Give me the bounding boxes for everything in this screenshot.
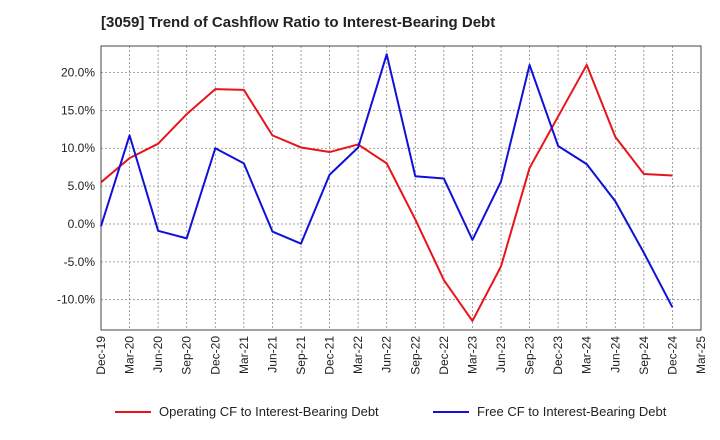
legend: Operating CF to Interest-Bearing Debt Fr… [0, 404, 720, 426]
y-tick-label: 15.0% [61, 103, 95, 117]
legend-label-free-cf: Free CF to Interest-Bearing Debt [477, 404, 667, 419]
y-tick-label: 20.0% [61, 66, 95, 80]
x-tick-label: Mar-25 [694, 336, 708, 374]
x-tick-label: Dec-24 [665, 336, 679, 375]
x-tick-label: Sep-20 [180, 336, 194, 375]
x-tick-label: Mar-20 [123, 336, 137, 374]
x-tick-label: Mar-24 [580, 336, 594, 374]
x-tick-label: Dec-19 [94, 336, 108, 375]
x-tick-label: Dec-20 [208, 336, 222, 375]
legend-label-operating-cf: Operating CF to Interest-Bearing Debt [159, 404, 379, 419]
x-tick-label: Sep-23 [523, 336, 537, 375]
y-tick-label: -10.0% [57, 293, 95, 307]
legend-item-free-cf: Free CF to Interest-Bearing Debt [433, 404, 666, 419]
x-tick-label: Jun-22 [380, 336, 394, 373]
x-tick-label: Jun-23 [494, 336, 508, 373]
x-tick-label: Dec-22 [437, 336, 451, 375]
x-tick-label: Dec-23 [551, 336, 565, 375]
legend-swatch-operating-cf [115, 410, 151, 413]
legend-swatch-free-cf [433, 410, 469, 413]
series-line-free-cf [100, 53, 674, 308]
x-tick-label: Dec-21 [323, 336, 337, 375]
y-tick-label: 0.0% [68, 217, 96, 231]
x-tick-label: Mar-23 [465, 336, 479, 374]
x-tick-label: Jun-20 [151, 336, 165, 373]
x-tick-label: Sep-22 [408, 336, 422, 375]
y-tick-label: 5.0% [68, 179, 96, 193]
legend-item-operating-cf: Operating CF to Interest-Bearing Debt [115, 404, 379, 419]
series-line-operating-cf [100, 63, 673, 322]
x-tick-label: Mar-21 [237, 336, 251, 374]
y-tick-label: 10.0% [61, 141, 95, 155]
plot-frame [100, 45, 702, 331]
y-tick-label: -5.0% [64, 255, 96, 269]
x-tick-label: Jun-21 [265, 336, 279, 373]
x-tick-label: Sep-24 [637, 336, 651, 375]
x-tick-label: Sep-21 [294, 336, 308, 375]
chart-title: [3059] Trend of Cashflow Ratio to Intere… [101, 14, 496, 31]
x-tick-label: Mar-22 [351, 336, 365, 374]
x-tick-label: Jun-24 [608, 336, 622, 373]
